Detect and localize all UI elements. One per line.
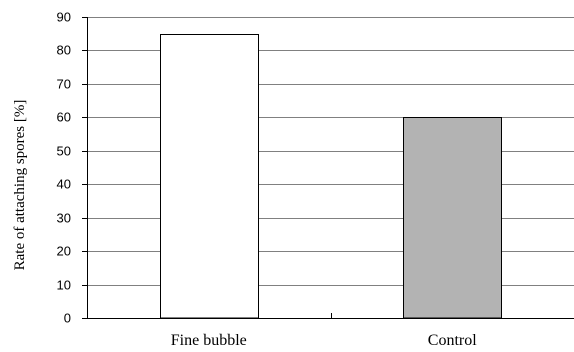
x-tick-label: Control xyxy=(428,332,477,349)
x-tick-label: Fine bubble xyxy=(171,332,247,349)
y-tick-label: 0 xyxy=(64,311,71,326)
y-tick-label: 40 xyxy=(57,177,71,192)
axes xyxy=(82,17,574,319)
y-tick-label: 70 xyxy=(57,77,71,92)
y-tick-label: 50 xyxy=(57,144,71,159)
bar-fine-bubble xyxy=(160,34,259,319)
bars xyxy=(160,34,502,319)
y-tick-label: 60 xyxy=(57,110,71,125)
y-tick-label: 20 xyxy=(57,244,71,259)
y-tick-label: 80 xyxy=(57,43,71,58)
bar-control xyxy=(403,117,502,319)
y-tick-label: 10 xyxy=(57,278,71,293)
y-tick-label: 30 xyxy=(57,211,71,226)
y-axis-label: Rate of attaching spores [%] xyxy=(12,100,28,271)
y-tick-labels: 0 10 20 30 40 50 60 70 80 90 xyxy=(57,10,71,326)
y-tick-label: 90 xyxy=(57,10,71,25)
x-tick-labels: Fine bubble Control xyxy=(171,332,478,349)
